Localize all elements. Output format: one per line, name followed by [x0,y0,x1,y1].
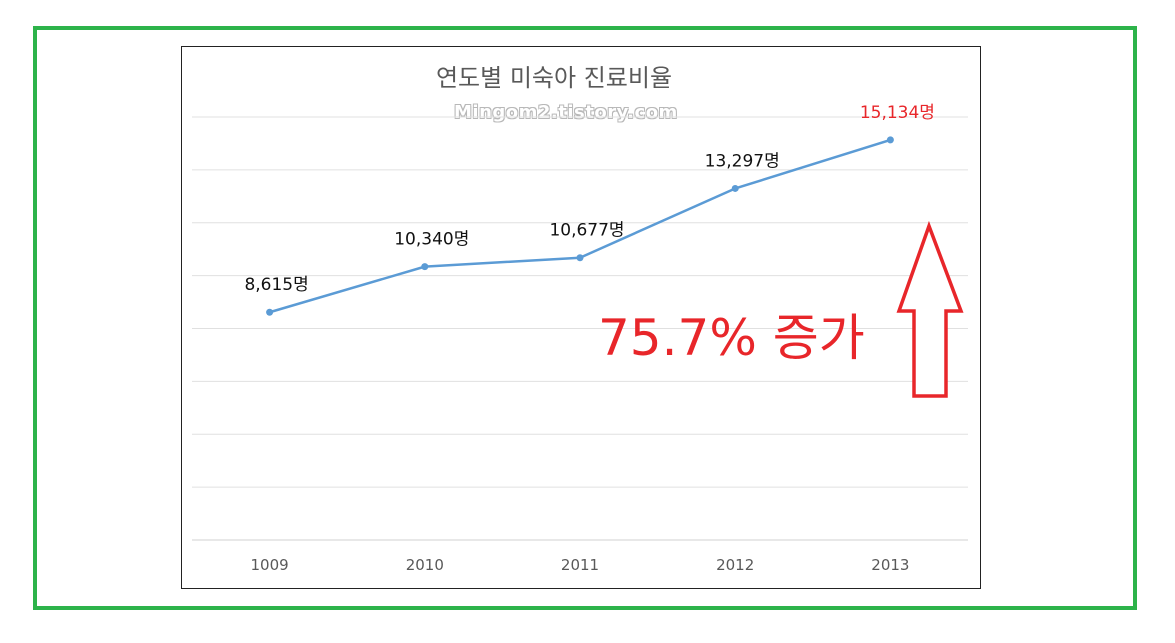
data-point [576,254,584,262]
data-point [731,184,739,192]
data-point [886,136,894,144]
chart-area [181,46,981,589]
data-label: 15,134명 [860,103,935,123]
x-tick-label: 2010 [406,556,444,574]
data-label: 10,340명 [394,230,469,250]
up-arrow-icon [896,220,964,398]
data-label: 8,615명 [244,275,308,295]
chart-title: 연도별 미숙아 진료비율 [435,64,673,92]
data-label: 10,677명 [549,221,624,241]
x-tick-label: 2013 [871,556,909,574]
watermark: Mingom2.tistory.com [454,102,678,123]
increase-annotation: 75.7% 증가 [598,309,865,367]
data-point [421,263,429,271]
data-point [266,308,274,316]
data-label: 13,297명 [705,151,780,171]
x-tick-label: 1009 [251,556,289,574]
outer-frame [33,26,1137,610]
x-tick-label: 2012 [716,556,754,574]
x-tick-label: 2011 [561,556,599,574]
